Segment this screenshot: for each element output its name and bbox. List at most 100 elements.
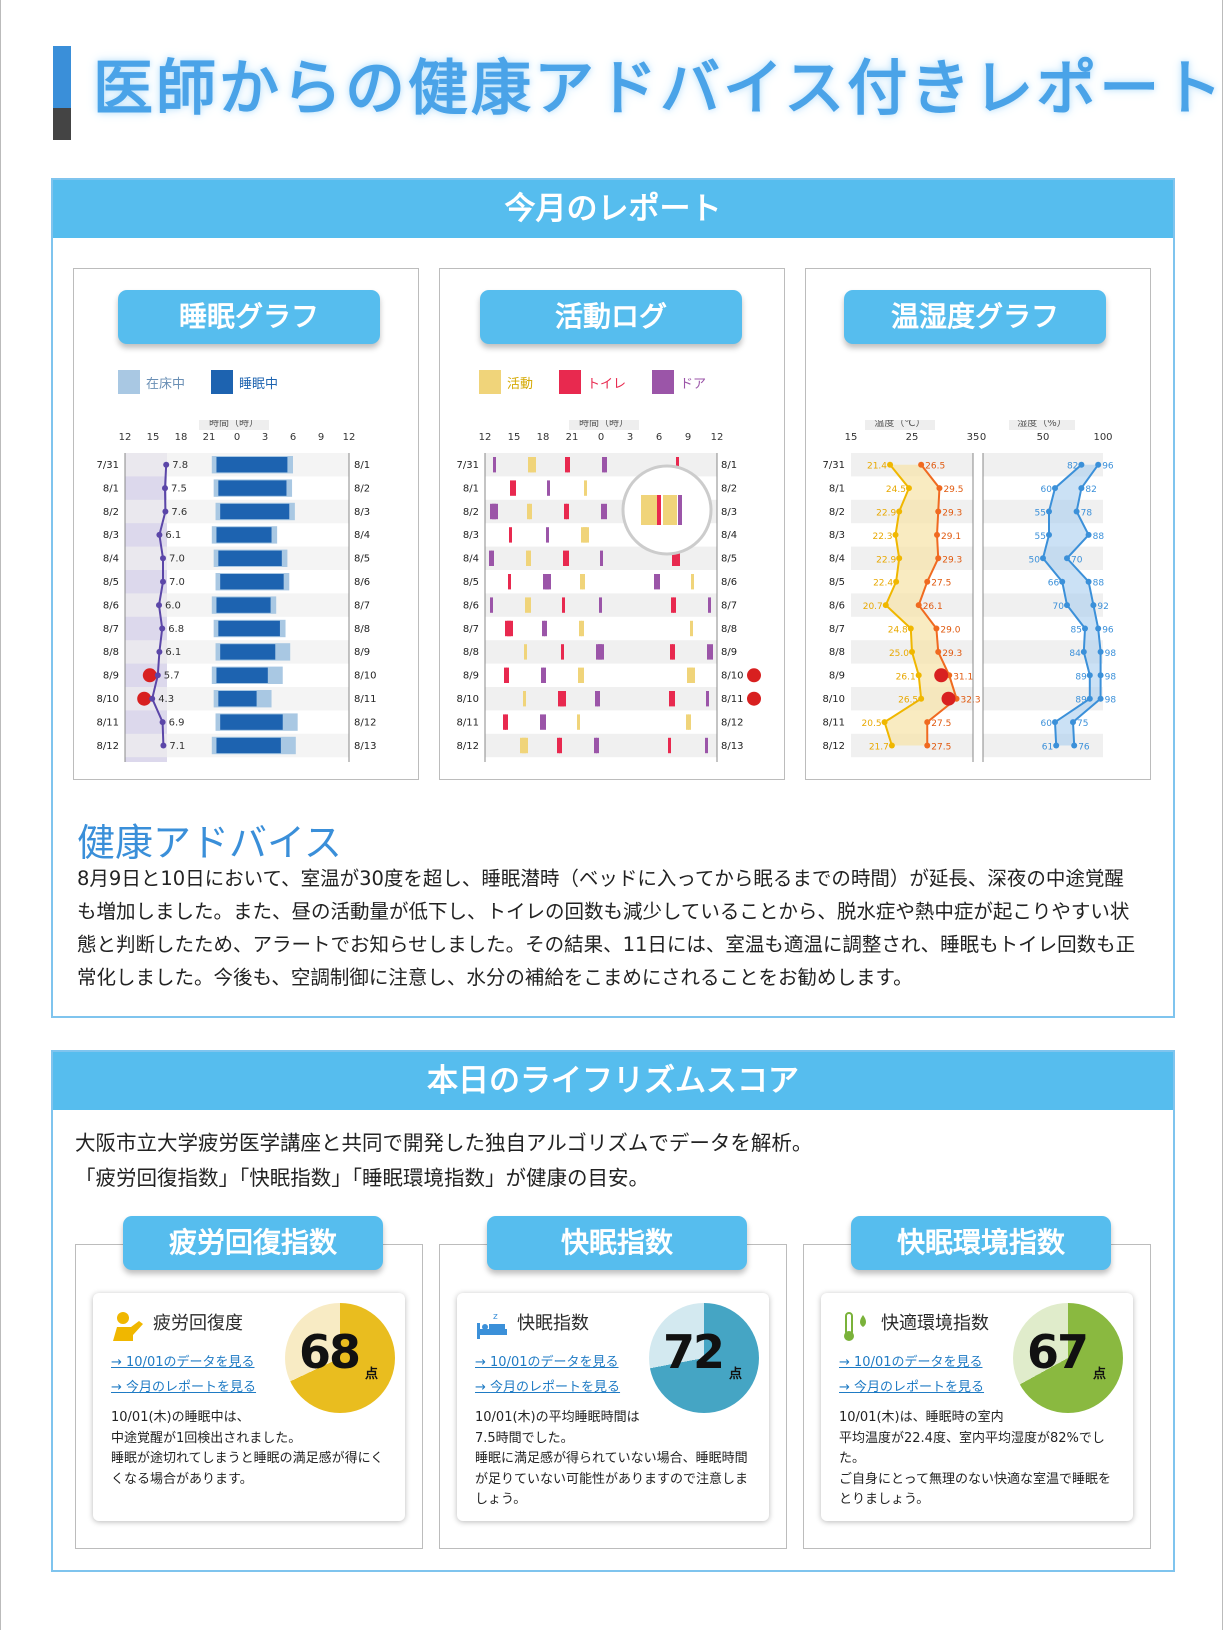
temp-max-label: 29.3 [942,509,962,519]
temp-row-date: 8/10 [823,694,845,705]
score-donut: 67 点 [1013,1303,1123,1413]
sleep-row-left-date: 8/5 [103,577,119,588]
sleep-graph-title: 睡眠グラフ [118,290,380,344]
activity-axis-title-bg [569,420,639,430]
hum-row-stripe [983,687,1103,711]
score-card-name: 快眠指数 [517,1313,589,1334]
activity-chart: 時間（時） 12 15 18 21 0 3 6 9 12 7/31 8/1 8/1 8/2 8/2 8/3 8/… [449,420,779,762]
alert-icon [941,691,956,706]
activity-mark [594,737,597,754]
activity-mark [707,644,713,660]
activity-mark [544,620,547,637]
link-text[interactable]: 今月のレポートを見る [854,1380,985,1395]
sleep-row-right-date: 8/12 [354,717,376,728]
view-data-link[interactable]: → 10/01のデータを見る [475,1351,619,1370]
sleep-row-right-date: 8/11 [354,694,376,705]
temp-row-date: 8/9 [829,671,845,682]
sleep-asleep-bar [218,620,280,637]
temp-max-label: 32.3 [961,696,981,706]
view-monthly-report-link[interactable]: → 今月のレポートを見る [111,1376,256,1395]
temp-max-label: 29.3 [942,649,962,659]
hum-max-point [1085,531,1092,538]
view-monthly-report-link[interactable]: → 今月のレポートを見る [839,1376,984,1395]
view-monthly-report-link[interactable]: → 今月のレポートを見る [475,1376,620,1395]
advice-title: 健康アドバイス [77,821,342,865]
sleep-hours-label: 7.1 [169,741,185,752]
sleep-row-right-date: 8/8 [354,624,370,635]
link-text[interactable]: 10/01のデータを見る [490,1355,619,1370]
sleep-row-right-date: 8/13 [354,741,376,752]
score-donut: 68 点 [285,1303,395,1413]
activity-mark [579,620,582,637]
activity-mark [676,457,679,473]
temp-min-point [887,461,894,468]
legend-asleep: 睡眠中 [211,370,278,394]
activity-mark [601,503,607,520]
activity-mark [596,737,599,754]
temp-max-point [924,742,931,749]
alert-icon [747,691,761,706]
score-card: 快適環境指数 → 10/01のデータを見る → 今月のレポートを見る 10/01(木)… [821,1293,1133,1521]
temp-max-label: 29.5 [943,485,963,495]
hum-axis-title-bg [1009,420,1075,430]
temp-max-label: 26.1 [923,602,943,612]
sleep-row-right-date: 8/9 [354,647,370,658]
arrow-right-icon: → [111,1380,127,1395]
sleep-tick-label: 18 [175,432,188,443]
sleep-asleep-bar [216,667,268,683]
hum-tick-label: 0 [980,432,986,443]
score-card-title: 快眠環境指数 [851,1216,1111,1270]
hum-max-label: 82 [1085,485,1096,495]
activity-mark [542,620,545,637]
arrow-right-icon: → [839,1380,855,1395]
link-text[interactable]: 10/01のデータを見る [126,1355,255,1370]
activity-tick-label: 3 [627,432,633,443]
sleep-hours-label: 4.3 [158,694,174,705]
activity-mark [672,644,675,660]
score-card-description: 10/01(木)の睡眠中は、 中途覚醒が1回検出されました。 睡眠が途切れてしま… [111,1410,384,1487]
score-unit: 点 [1093,1367,1107,1382]
temp-max-label: 29.1 [941,532,961,542]
sleep-hours-point [162,508,169,515]
activity-mark [562,597,565,613]
hum-min-point [1040,555,1046,562]
temp-min-point [896,555,903,562]
sleep-hours-point [160,742,167,749]
link-text[interactable]: 今月のレポートを見る [490,1380,621,1395]
activity-tick-label: 6 [656,432,662,443]
sleep-hours-label: 7.6 [171,507,187,518]
sleep-hours-point [149,695,156,702]
arrow-right-icon: → [111,1355,127,1370]
activity-mark [559,737,562,754]
activity-mark [547,480,550,496]
temp-min-label: 20.7 [863,602,883,612]
sleep-hours-point [160,555,166,562]
sleep-row-left-date: 8/12 [97,741,119,752]
hum-max-label: 88 [1093,579,1105,589]
sleep-asleep-bar [216,527,272,543]
view-data-link[interactable]: → 10/01のデータを見る [839,1351,983,1370]
activity-tick-label: 0 [598,432,604,443]
arrow-right-icon: → [475,1355,491,1370]
sleep-row-left-date: 8/8 [103,647,119,658]
sleep-row-left-date: 8/6 [103,600,119,611]
temp-min-label: 22.9 [876,555,896,565]
hum-row-stripe [983,640,1103,664]
legend-door: ドア [652,370,706,394]
activity-tick-label: 9 [685,432,691,443]
activity-mark [602,457,605,473]
activity-row-left-date: 8/7 [463,624,479,635]
view-data-link[interactable]: → 10/01のデータを見る [111,1351,255,1370]
temp-max-point [935,508,942,515]
activity-mark [600,550,603,566]
hum-min-point [1086,672,1093,679]
link-text[interactable]: 10/01のデータを見る [854,1355,983,1370]
temp-min-label: 26.5 [898,696,918,706]
zoom-toilet-mark [657,495,661,525]
link-text[interactable]: 今月のレポートを見る [126,1380,257,1395]
sleep-row-left-date: 8/2 [103,507,119,518]
temp-max-point [924,578,931,585]
temp-min-label: 20.5 [862,719,882,729]
activity-mark [524,644,527,660]
score-unit: 点 [365,1367,379,1382]
